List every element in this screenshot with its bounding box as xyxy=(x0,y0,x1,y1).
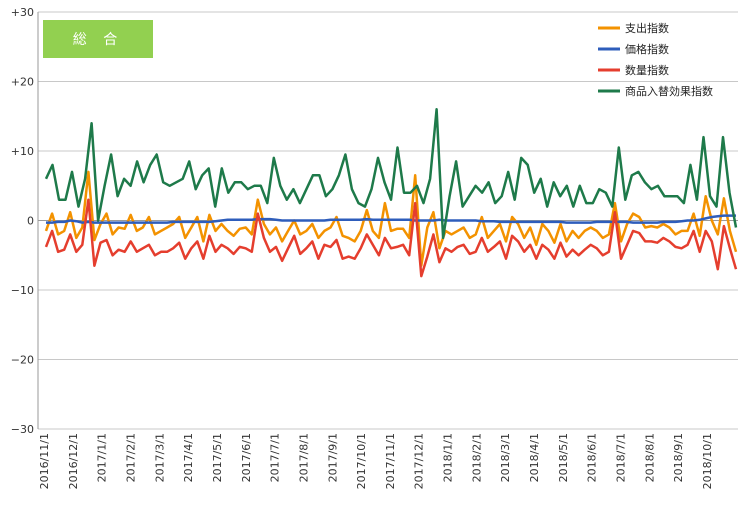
x-tick-label: 2016/11/1 xyxy=(38,433,51,489)
y-tick-label: −20 xyxy=(11,354,34,367)
x-axis-ticks: 2016/11/1 2016/12/1 2017/1/1 2017/2/1 2017/3… xyxy=(38,433,714,489)
x-tick-label: 2018/1/1 xyxy=(442,433,455,482)
x-tick-label: 2017/4/1 xyxy=(182,433,195,482)
y-tick-label: 0 xyxy=(27,215,34,228)
gridlines xyxy=(37,11,738,430)
x-tick-label: 2018/10/1 xyxy=(701,433,714,489)
x-tick-label: 2018/5/1 xyxy=(557,433,570,482)
x-tick-label: 2018/2/1 xyxy=(470,433,483,482)
x-tick-label: 2018/8/1 xyxy=(643,433,656,482)
x-tick-label: 2018/9/1 xyxy=(672,433,685,482)
x-tick-label: 2017/10/1 xyxy=(355,433,368,489)
series-line-1 xyxy=(46,214,736,224)
badge-label: 総 合 xyxy=(73,32,123,48)
y-tick-label: −30 xyxy=(11,423,34,436)
x-tick-label: 2017/7/1 xyxy=(269,433,282,482)
y-tick-label: +20 xyxy=(11,76,34,89)
x-tick-label: 2017/11/1 xyxy=(384,433,397,489)
x-tick-label: 2017/3/1 xyxy=(153,433,166,482)
x-tick-label: 2017/9/1 xyxy=(326,433,339,482)
legend-label: 価格指数 xyxy=(625,42,669,56)
x-tick-label: 2018/4/1 xyxy=(528,433,541,482)
series-line-2 xyxy=(44,198,738,278)
x-tick-label: 2016/12/1 xyxy=(67,433,80,489)
series-line-3 xyxy=(44,108,738,240)
x-tick-label: 2018/3/1 xyxy=(499,433,512,482)
series-line-0 xyxy=(44,170,738,267)
x-tick-label: 2017/6/1 xyxy=(240,433,253,482)
y-axis-ticks: +30 +20 +10 0 −10 −20 −30 xyxy=(11,6,34,436)
x-tick-label: 2017/2/1 xyxy=(124,433,137,482)
badge: 総 合 xyxy=(43,20,153,58)
legend-label: 支出指数 xyxy=(625,21,669,35)
x-tick-label: 2018/6/1 xyxy=(586,433,599,482)
y-tick-label: −10 xyxy=(11,284,34,297)
legend-label: 数量指数 xyxy=(625,63,669,77)
x-tick-label: 2017/1/1 xyxy=(96,433,109,482)
x-tick-label: 2017/8/1 xyxy=(297,433,310,482)
x-tick-label: 2017/5/1 xyxy=(211,433,224,482)
y-tick-label: +10 xyxy=(11,145,34,158)
x-tick-label: 2018/7/1 xyxy=(615,433,628,482)
x-tick-label: 2017/12/1 xyxy=(413,433,426,489)
y-tick-label: +30 xyxy=(11,6,34,19)
series-layer xyxy=(44,108,738,278)
legend-label: 商品入替効果指数 xyxy=(625,84,713,98)
badge-background xyxy=(43,20,153,58)
